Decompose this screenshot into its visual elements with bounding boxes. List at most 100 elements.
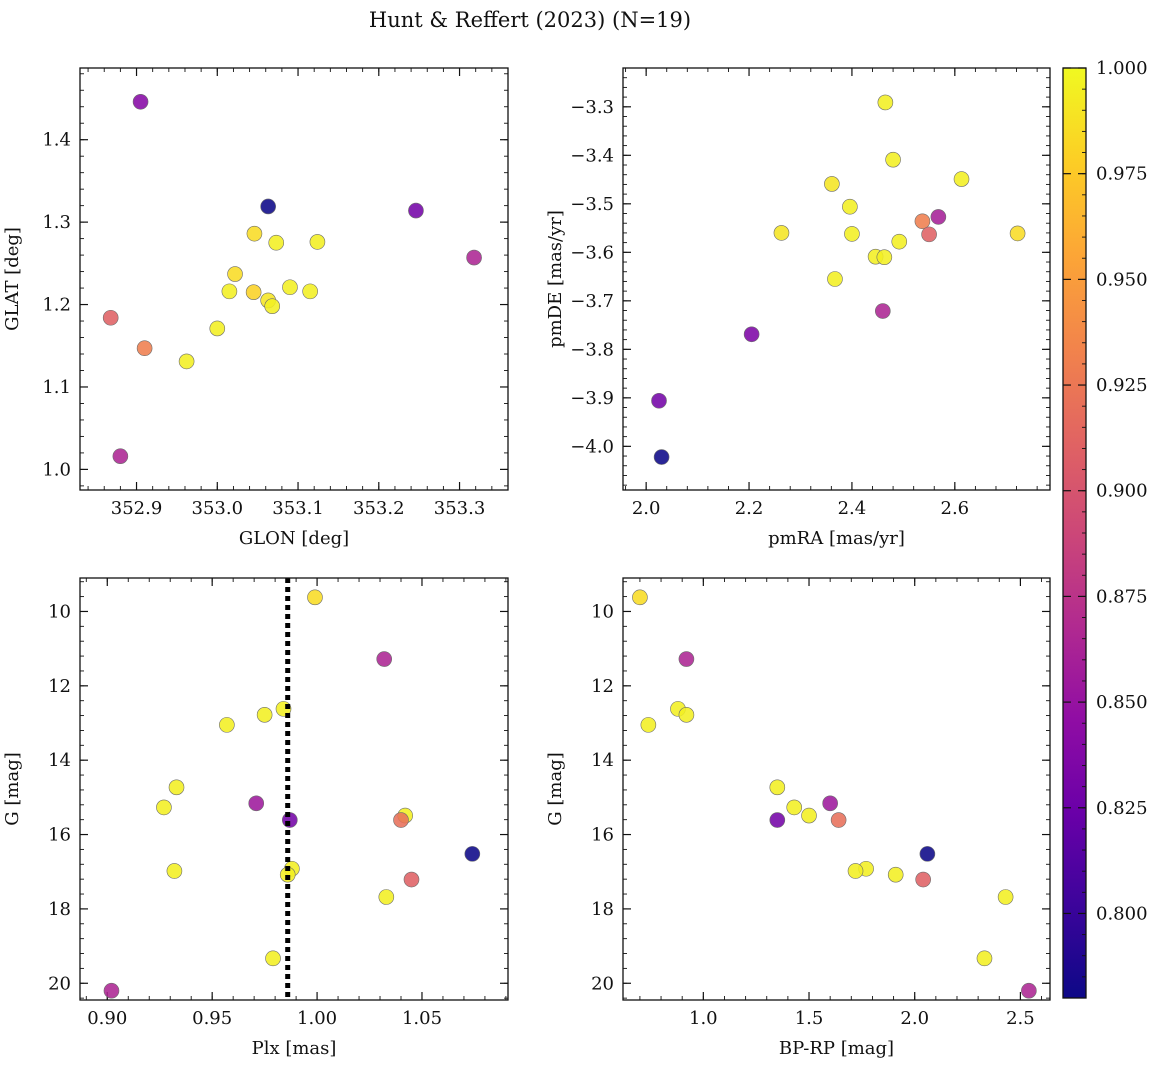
colorbar-tick-label: 0.875	[1096, 586, 1148, 607]
data-point	[464, 846, 481, 862]
data-point	[773, 225, 790, 241]
y-tick-label: 14	[48, 750, 71, 771]
data-point	[953, 171, 970, 187]
y-tick-label: 16	[48, 825, 71, 846]
y-tick-label: 14	[591, 750, 614, 771]
data-point	[769, 812, 786, 828]
x-tick-label: 0.90	[87, 1008, 127, 1029]
data-point	[264, 298, 280, 314]
x-tick-label: 352.9	[111, 498, 163, 519]
data-point	[786, 799, 803, 816]
y-tick-label: 20	[48, 973, 71, 994]
x-axis-label: BP-RP [mag]	[779, 1038, 894, 1059]
data-point	[769, 779, 786, 796]
plot-frame	[79, 67, 509, 491]
x-tick-label: 1.0	[689, 1008, 718, 1029]
y-tick-label: 1.3	[42, 212, 71, 233]
x-tick-label: 2.0	[632, 498, 661, 519]
data-point	[268, 234, 285, 251]
panel-sky-position: 352.9 353.0 353.1 353.2 353.3 1.0 1.1 1.2 1.3 1.4…	[2, 67, 509, 549]
colorbar-tick-label: 0.900	[1096, 481, 1148, 502]
data-points	[102, 93, 482, 465]
data-point	[221, 283, 238, 300]
data-point	[632, 589, 648, 606]
data-point	[801, 807, 817, 824]
data-point	[376, 651, 393, 667]
data-point	[378, 889, 395, 905]
x-tick-label: 1.00	[297, 1008, 337, 1029]
data-point	[651, 392, 667, 409]
data-point	[997, 889, 1014, 905]
y-tick-label: 20	[591, 973, 614, 994]
x-tick-label: 1.5	[795, 1008, 824, 1029]
data-point	[219, 717, 235, 733]
data-point	[248, 795, 265, 812]
data-point	[256, 707, 273, 723]
data-point	[640, 717, 657, 733]
colorbar: 0.800 0.825 0.850 0.875 0.900 0.925 0.950 0.975…	[1062, 58, 1148, 999]
data-point	[876, 249, 893, 265]
data-point	[168, 779, 185, 796]
data-point	[678, 651, 695, 667]
data-point	[393, 812, 409, 828]
x-axis-label: GLON [deg]	[239, 528, 349, 549]
x-tick-label: 2.2	[735, 498, 764, 519]
data-point	[132, 93, 149, 110]
data-point	[466, 249, 482, 266]
x-tick-label: 0.95	[192, 1008, 232, 1029]
y-tick-label: 1.1	[42, 377, 71, 398]
y-tick-label: −3.6	[570, 242, 614, 263]
minor-ticks	[80, 578, 508, 1000]
y-axis-label: GLAT [deg]	[2, 227, 23, 331]
colorbar-tick-label: 1.000	[1096, 58, 1148, 79]
y-tick-label: −3.7	[570, 291, 614, 312]
x-tick-label: 353.1	[272, 498, 324, 519]
data-points	[103, 589, 481, 999]
data-points	[651, 94, 1026, 465]
data-point	[302, 283, 318, 300]
data-point	[103, 982, 120, 999]
data-point	[112, 448, 129, 465]
y-tick-label: −3.8	[570, 339, 614, 360]
y-tick-label: 16	[591, 825, 614, 846]
plot-frame	[622, 577, 1051, 1001]
data-point	[156, 799, 172, 816]
y-tick-label: −3.3	[570, 97, 614, 118]
x-axis-label: pmRA [mas/yr]	[768, 528, 905, 549]
data-point	[743, 326, 760, 343]
data-point	[408, 202, 424, 219]
x-tick-label: 2.4	[838, 498, 867, 519]
x-tick-label: 2.5	[1006, 1008, 1035, 1029]
data-point	[166, 863, 183, 879]
y-tick-label: 10	[591, 601, 614, 622]
data-point	[847, 863, 864, 879]
data-point	[822, 795, 838, 812]
data-point	[875, 303, 891, 319]
data-point	[678, 707, 695, 723]
minor-ticks	[80, 68, 509, 490]
x-tick-label: 353.3	[434, 498, 486, 519]
plot-frame	[79, 577, 509, 1001]
data-point	[403, 871, 420, 888]
panel-colour-magnitude: 1.0 1.5 2.0 2.5 10 12 14 16 18 20 BP-RP [mag] G [ma…	[545, 577, 1051, 1059]
panel-proper-motion: 2.0 2.2 2.4 2.6 −4.0 −3.9 −3.8 −3.7 −3.6 −3.5 −3.4…	[545, 67, 1051, 549]
y-tick-label: 18	[591, 899, 614, 920]
data-point	[830, 812, 847, 828]
data-point	[282, 279, 298, 296]
data-point	[915, 871, 931, 888]
data-point	[178, 353, 195, 370]
data-point	[921, 226, 937, 243]
y-tick-label: −4.0	[570, 436, 614, 457]
data-point	[930, 209, 947, 225]
plot-frame	[622, 67, 1051, 491]
data-point	[824, 176, 840, 192]
data-point	[827, 271, 843, 287]
data-point	[877, 94, 894, 111]
y-tick-label: 12	[48, 676, 71, 697]
y-tick-label: −3.4	[570, 145, 614, 166]
data-point	[209, 320, 226, 337]
y-axis-label: G [mag]	[545, 752, 566, 825]
data-point	[891, 233, 908, 250]
y-axis-label: G [mag]	[2, 752, 23, 825]
